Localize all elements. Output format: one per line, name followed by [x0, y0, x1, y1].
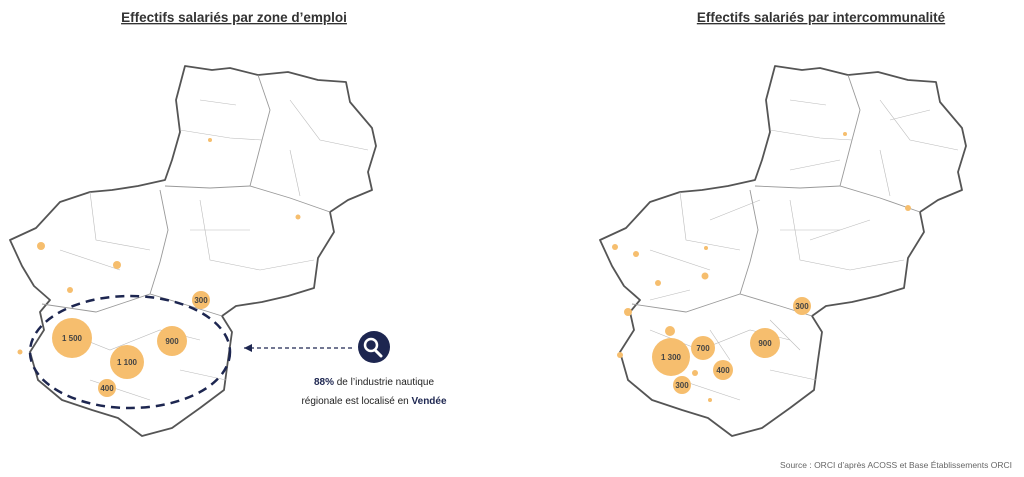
- bubble: [713, 360, 733, 380]
- bubbles: 1 500 1 100 900 400 300 1 300 700 900 400 300 300: [52, 291, 811, 397]
- bubble-label: 700: [696, 344, 710, 353]
- map-title: Effectifs salariés par zone d’emploi: [121, 10, 347, 25]
- bubble: [691, 336, 715, 360]
- bubble-label: 300: [795, 302, 809, 311]
- bubble: [673, 376, 691, 394]
- bubble: [652, 338, 690, 376]
- callout-text: de l’industrie nautique: [334, 377, 435, 388]
- bubble: [750, 328, 780, 358]
- map-right: [599, 65, 967, 437]
- source: Source : ORCI d’après ACOSS et Base Étab…: [780, 460, 1012, 470]
- bubble-label: 1 500: [62, 334, 83, 343]
- search-icon: [358, 331, 390, 363]
- callout-text: régionale est localisé en: [301, 396, 411, 407]
- bubble-label: 400: [716, 366, 730, 375]
- callout-strong: 88%: [314, 377, 334, 388]
- callout-strong: Vendée: [412, 396, 447, 407]
- bubble: [192, 291, 210, 309]
- bubble-label: 300: [194, 296, 208, 305]
- callout-line: 88% de l’industrie nautique: [314, 377, 435, 388]
- bubble: [98, 379, 116, 397]
- bubble-label: 400: [100, 384, 114, 393]
- bubble: [793, 297, 811, 315]
- bubble-label: 900: [165, 337, 179, 346]
- arrow-head: [244, 344, 252, 352]
- map-title: Effectifs salariés par intercommunalité: [697, 10, 946, 25]
- bubble: [157, 326, 187, 356]
- bubble-label: 1 300: [661, 353, 682, 362]
- callout-line: régionale est localisé en Vendée: [301, 396, 447, 407]
- bubble-label: 300: [675, 381, 689, 390]
- bubble-label: 1 100: [117, 358, 138, 367]
- bubble: [110, 345, 144, 379]
- map-left: [9, 65, 377, 437]
- bubble: [52, 318, 92, 358]
- vendee-highlight: [28, 294, 232, 410]
- bubble-label: 900: [758, 339, 772, 348]
